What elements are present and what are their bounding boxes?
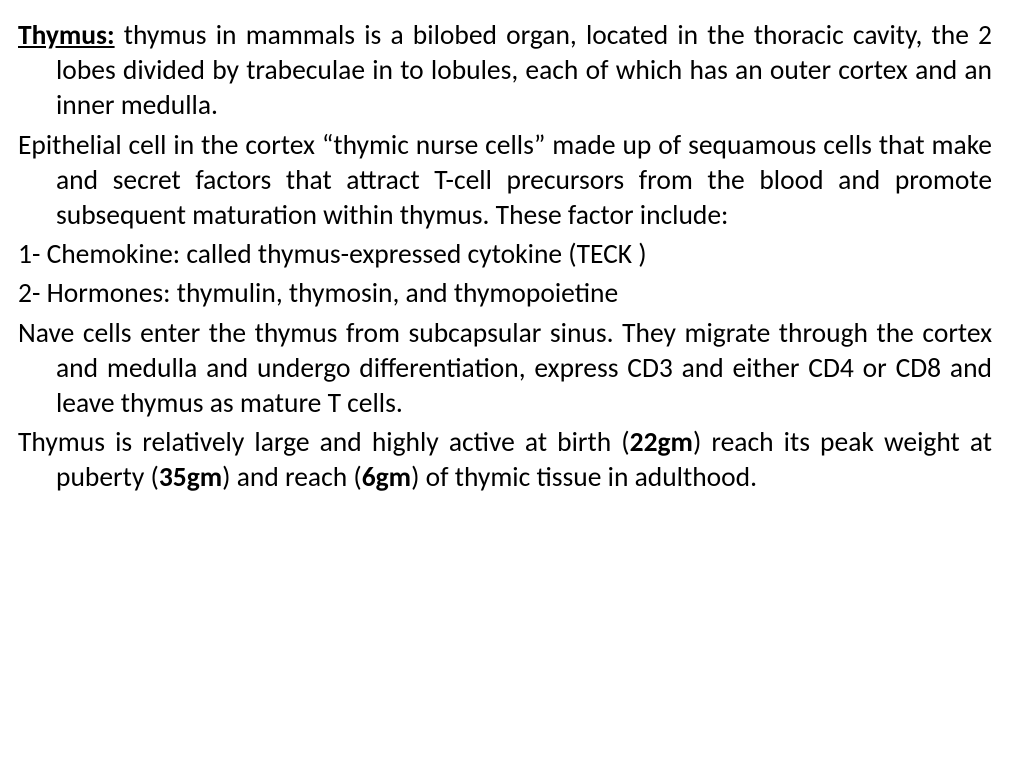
heading-thymus: Thymus: [18, 19, 115, 52]
paragraph-thymus-size: Thymus is relatively large and highly ac… [18, 425, 992, 495]
size-text-c: ) and reach ( [222, 461, 362, 494]
size-text-d: ) of thymic tissue in adulthood. [411, 461, 757, 494]
size-text-a: Thymus is relatively large and highly ac… [18, 426, 630, 459]
weight-birth: 22gm [630, 426, 693, 459]
weight-puberty: 35gm [159, 461, 222, 494]
paragraph-thymus-intro: Thymus: thymus in mammals is a bilobed o… [18, 18, 992, 124]
paragraph-epithelial: Epithelial cell in the cortex “thymic nu… [18, 128, 992, 234]
weight-adult: 6gm [362, 461, 411, 494]
list-item-hormones: 2- Hormones: thymulin, thymosin, and thy… [18, 276, 992, 311]
list-item-chemokine: 1- Chemokine: called thymus-expressed cy… [18, 237, 992, 272]
intro-text: thymus in mammals is a bilobed organ, lo… [56, 19, 992, 122]
paragraph-nave-cells: Nave cells enter the thymus from subcaps… [18, 316, 992, 422]
